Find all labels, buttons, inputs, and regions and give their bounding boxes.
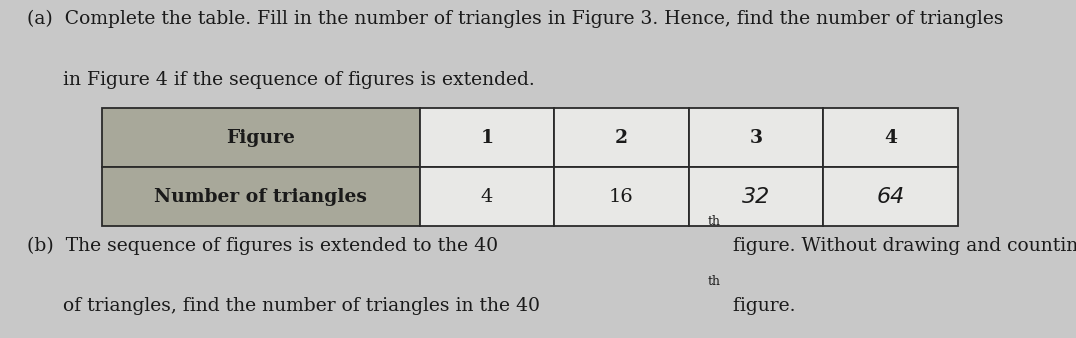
- Bar: [823, 167, 958, 226]
- Bar: [102, 108, 420, 167]
- Bar: [823, 108, 958, 167]
- Text: figure.: figure.: [727, 297, 796, 315]
- Text: figure. Without drawing and counting the number: figure. Without drawing and counting the…: [727, 237, 1076, 255]
- Text: th: th: [708, 215, 721, 227]
- Bar: [420, 108, 554, 167]
- Text: (b)  The sequence of figures is extended to the 40: (b) The sequence of figures is extended …: [27, 237, 498, 255]
- Text: (a)  Complete the table. Fill in the number of triangles in Figure 3. Hence, fin: (a) Complete the table. Fill in the numb…: [27, 10, 1004, 28]
- Text: 32: 32: [741, 187, 770, 207]
- Bar: [689, 167, 823, 226]
- Text: of triangles, find the number of triangles in the 40: of triangles, find the number of triangl…: [27, 297, 540, 315]
- Text: 1: 1: [480, 129, 494, 147]
- Text: 4: 4: [883, 129, 897, 147]
- Bar: [554, 167, 689, 226]
- Text: Figure: Figure: [226, 129, 296, 147]
- Bar: [554, 108, 689, 167]
- Bar: [102, 167, 420, 226]
- Text: Number of triangles: Number of triangles: [155, 188, 367, 206]
- Text: 3: 3: [749, 129, 763, 147]
- Text: 16: 16: [609, 188, 634, 206]
- Text: in Figure 4 if the sequence of figures is extended.: in Figure 4 if the sequence of figures i…: [27, 71, 535, 89]
- Text: 2: 2: [614, 129, 628, 147]
- Bar: [420, 167, 554, 226]
- Bar: [689, 108, 823, 167]
- Text: 64: 64: [876, 187, 905, 207]
- Text: 4: 4: [481, 188, 493, 206]
- Text: th: th: [708, 275, 721, 288]
